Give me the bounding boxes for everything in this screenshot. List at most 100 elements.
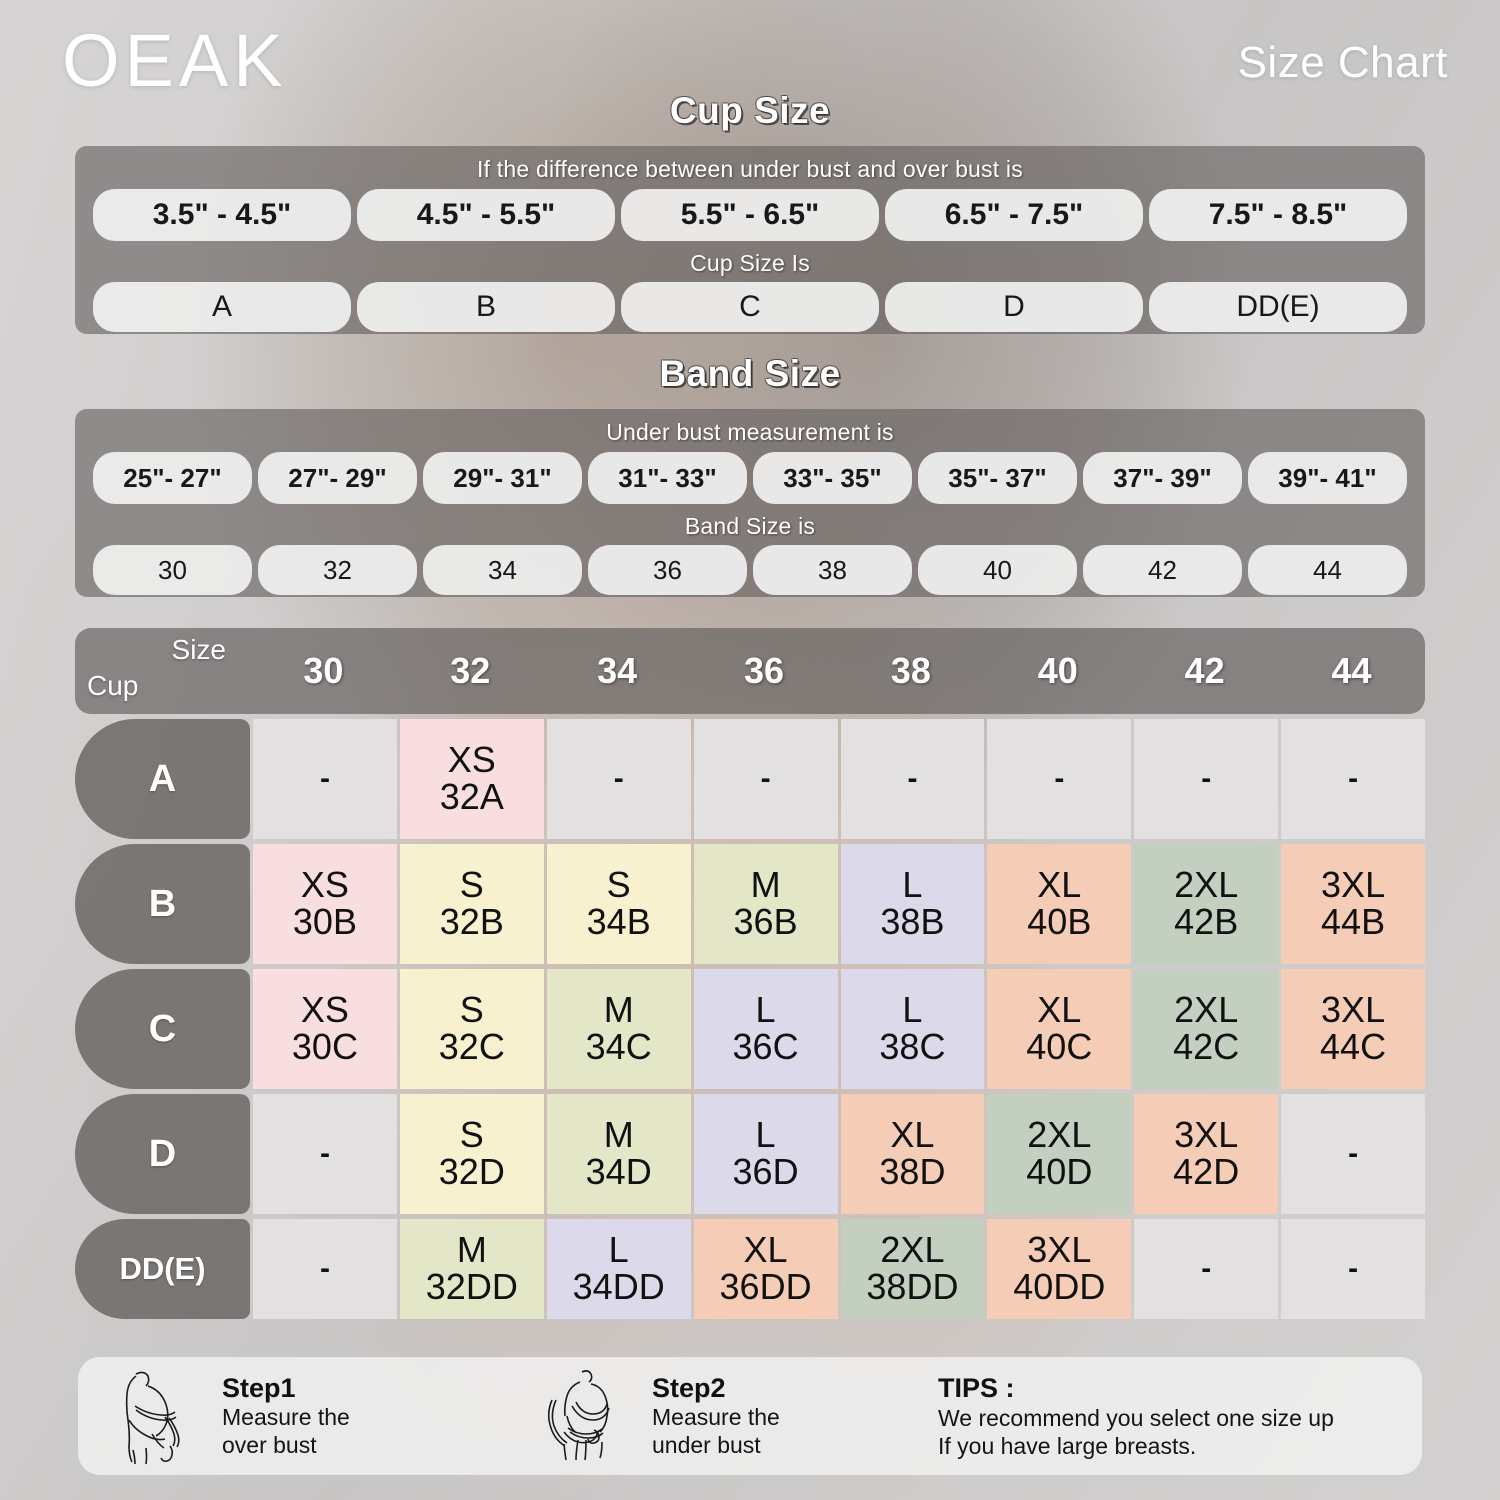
matrix-cell-38A: - [840, 719, 985, 839]
matrix-cell-36B: M 36B [693, 844, 838, 964]
matrix-cell-38B: L 38B [840, 844, 985, 964]
cell-bra-code: 34DD [572, 1266, 665, 1307]
cell-size-label: L [902, 864, 923, 906]
band-value-cell-7: 44 [1248, 545, 1407, 595]
matrix-cell-42D: 3XL 42D [1134, 1094, 1279, 1214]
cell-size-label: L [755, 1114, 776, 1156]
band-value-cell-5: 40 [918, 545, 1077, 595]
band-range-cell-1: 27"- 29" [258, 452, 417, 504]
matrix-cell-34C: M 34C [546, 969, 691, 1089]
band-caption-top: Under bust measurement is [606, 419, 894, 445]
cell-size-label: XL [743, 1229, 788, 1271]
band-value-cell-6: 42 [1083, 545, 1242, 595]
brand-logo: OEAK [62, 19, 288, 102]
cell-size-label: XS [300, 864, 349, 906]
matrix-cell-34D: M 34D [546, 1094, 691, 1214]
band-value-cell-1: 32 [258, 545, 417, 595]
band-value-cell-0: 30 [93, 545, 252, 595]
matrix-cell-40A: - [987, 719, 1132, 839]
cell-bra-code: 30B [292, 901, 357, 942]
cell-size-label: S [459, 864, 484, 906]
cup-value-cell-3: D [885, 282, 1143, 332]
band-range-cell-6: 37"- 39" [1083, 452, 1242, 504]
step1-block: Step1 Measure the over bust [78, 1362, 508, 1470]
tips-line1: We recommend you select one size up [938, 1405, 1334, 1432]
matrix-cell-44B: 3XL 44B [1281, 844, 1425, 964]
band-range-cell-2: 29"- 31" [423, 452, 582, 504]
cell-size-label: M [603, 1114, 634, 1156]
cell-bra-code: 40B [1027, 901, 1092, 942]
cell-bra-code: 38B [880, 901, 945, 942]
tips-title: TIPS : [938, 1372, 1015, 1403]
step2-block: Step2 Measure the under bust [508, 1362, 908, 1470]
matrix-column-header-42: 42 [1184, 650, 1225, 691]
matrix-cell-36C: L 36C [693, 969, 838, 1089]
cell-size-label: L [608, 1229, 629, 1271]
matrix-cell-42DD(E): - [1134, 1219, 1279, 1319]
matrix-cell-32A: XS 32A [399, 719, 544, 839]
matrix-cell-42A: - [1134, 719, 1279, 839]
matrix-row-cells: - XS 32A - - - - - - [253, 719, 1425, 839]
step2-line1: Measure the [652, 1404, 780, 1431]
corner-size-label: Size [171, 634, 226, 665]
band-range-row: 25"- 27" 27"- 29" 29"- 31" 31"- 33" 33"- 35"… [75, 452, 1425, 504]
matrix-column-header-30: 30 [303, 650, 344, 691]
matrix-row-B: B XS 30B S 32B S 34B M 36B L 38B XL 40B 2XL 42B 3XL 44B [75, 844, 1425, 964]
matrix-row-label-A: A [75, 719, 250, 839]
cell-size-label: 3XL [1321, 989, 1386, 1031]
cell-size-label: 2XL [1174, 989, 1239, 1031]
cell-bra-code: 42B [1174, 901, 1239, 942]
cell-size-label: S [459, 989, 484, 1031]
matrix-cell-30A: - [253, 719, 397, 839]
matrix-column-header-32: 32 [450, 650, 491, 691]
matrix-cell-34B: S 34B [546, 844, 691, 964]
cell-bra-code: 36B [733, 901, 798, 942]
cell-size-label: XL [1037, 864, 1082, 906]
cup-size-panel: If the difference between under bust and… [75, 146, 1425, 334]
matrix-column-header-34: 34 [597, 650, 638, 691]
band-value-cell-2: 34 [423, 545, 582, 595]
matrix-row-cells: - S 32D M 34D L 36D XL 38D 2XL 40D 3XL 42D - [253, 1094, 1425, 1214]
cell-bra-code: 32D [438, 1151, 505, 1192]
cup-range-cell-0: 3.5" - 4.5" [93, 189, 351, 241]
cell-bra-code: 34D [585, 1151, 652, 1192]
matrix-cell-30B: XS 30B [253, 844, 397, 964]
cell-bra-code: 40C [1026, 1026, 1093, 1067]
cup-value-cell-1: B [357, 282, 615, 332]
matrix-row-cells: - M 32DD L 34DD XL 36DD 2XL 38DD 3XL 40DD - - [253, 1219, 1425, 1319]
matrix-cell-36DD(E): XL 36DD [693, 1219, 838, 1319]
cell-size-label: L [755, 989, 776, 1031]
band-value-cell-3: 36 [588, 545, 747, 595]
matrix-cell-40C: XL 40C [987, 969, 1132, 1089]
cell-bra-code: 38C [879, 1026, 946, 1067]
cell-bra-code: 40D [1026, 1151, 1093, 1192]
matrix-cell-36D: L 36D [693, 1094, 838, 1214]
cell-bra-code: 38DD [866, 1266, 959, 1307]
matrix-row-label-DD(E): DD(E) [75, 1219, 250, 1319]
matrix-cell-40D: 2XL 40D [987, 1094, 1132, 1214]
cell-bra-code: 38D [879, 1151, 946, 1192]
cell-bra-code: 32A [439, 776, 504, 817]
size-matrix: Size Cup 30 32 34 36 38 40 42 44 A - XS 32A - - - - - - B… [75, 628, 1425, 1319]
cell-size-label: S [459, 1114, 484, 1156]
matrix-body: A - XS 32A - - - - - - B XS 30B S 32B S 34B M 36B L 38B XL 40B… [75, 719, 1425, 1319]
cell-bra-code: 34C [585, 1026, 652, 1067]
matrix-cell-30DD(E): - [253, 1219, 397, 1319]
matrix-cell-44A: - [1281, 719, 1425, 839]
matrix-cell-32C: S 32C [399, 969, 544, 1089]
matrix-row-A: A - XS 32A - - - - - - [75, 719, 1425, 839]
cell-bra-code: 44C [1320, 1026, 1387, 1067]
page-title: Size Chart [1237, 38, 1448, 87]
matrix-column-header-38: 38 [890, 650, 931, 691]
matrix-header-row: Size Cup 30 32 34 36 38 40 42 44 [75, 628, 1425, 714]
cell-bra-code: 36C [732, 1026, 799, 1067]
matrix-cell-40DD(E): 3XL 40DD [987, 1219, 1132, 1319]
cell-size-label: 2XL [1174, 864, 1239, 906]
cell-size-label: 3XL [1321, 864, 1386, 906]
matrix-column-header-40: 40 [1037, 650, 1078, 691]
matrix-cell-42B: 2XL 42B [1134, 844, 1279, 964]
matrix-row-C: C XS 30C S 32C M 34C L 36C L 38C XL 40C 2XL 42C 3XL 44C [75, 969, 1425, 1089]
matrix-cell-44C: 3XL 44C [1281, 969, 1425, 1089]
band-range-cell-3: 31"- 33" [588, 452, 747, 504]
cell-bra-code: 44B [1321, 901, 1386, 942]
